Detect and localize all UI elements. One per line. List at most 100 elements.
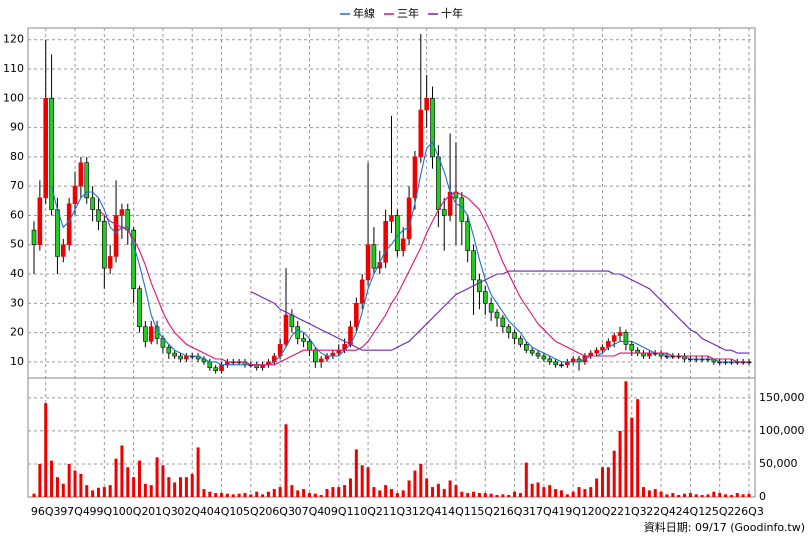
candle-body: [143, 326, 148, 342]
volume-bar: [735, 493, 739, 497]
volume-bar: [266, 491, 270, 497]
volume-bar: [325, 489, 329, 497]
volume-bar: [155, 457, 159, 497]
x-tick-label: 17Q4: [529, 505, 559, 518]
candle-body: [477, 279, 482, 292]
candle-body: [594, 349, 599, 354]
volume-bar: [712, 491, 716, 497]
candle-body: [471, 250, 476, 281]
volume-bar: [489, 493, 493, 497]
candle-body: [283, 314, 289, 345]
x-tick-label: 25Q2: [705, 505, 735, 518]
y-tick-label: 80: [10, 150, 24, 163]
candle-body: [72, 185, 78, 205]
volume-bar: [249, 494, 253, 497]
candle-body: [359, 279, 365, 304]
candle-body: [354, 303, 359, 328]
volume-bar: [665, 494, 669, 497]
candle-body: [418, 109, 424, 158]
x-tick-label: 11Q3: [383, 505, 413, 518]
candle-body: [488, 303, 494, 313]
volume-bar: [360, 465, 364, 497]
candle-body: [107, 256, 113, 269]
candle-body: [137, 288, 142, 328]
volume-bar: [214, 493, 218, 497]
candle-body: [213, 367, 218, 371]
volume-bar: [677, 495, 681, 497]
candle-body: [553, 361, 558, 366]
volume-bar: [565, 494, 569, 497]
volume-bar: [91, 490, 95, 497]
volume-bar: [571, 491, 575, 497]
volume-bar: [472, 491, 476, 497]
x-tick-label: 02Q4: [177, 505, 207, 518]
x-tick-label: 14Q1: [441, 505, 471, 518]
candle-body: [148, 326, 154, 342]
candle-body: [383, 221, 388, 263]
volume-bar: [612, 450, 616, 497]
x-tick-label: 26Q3: [734, 505, 764, 518]
volume-bar: [231, 494, 235, 497]
volume-bar: [261, 494, 265, 497]
footnote: 資料日期: 09/17 (Goodinfo.tw): [644, 520, 805, 534]
volume-bar: [530, 483, 534, 497]
plot-frame: [27, 27, 756, 498]
volume-bar: [395, 493, 399, 497]
candle-body: [523, 344, 529, 351]
volume-bar: [390, 489, 393, 497]
x-tick-label: 05Q2: [236, 505, 266, 518]
volume-bar: [108, 485, 112, 497]
volume-bar: [38, 463, 42, 497]
volume-bar: [700, 495, 704, 497]
x-tick-label: 24Q1: [676, 505, 706, 518]
candle-body: [301, 338, 306, 342]
volume-bar: [495, 495, 499, 497]
candle-body: [31, 229, 37, 246]
volume-bar: [348, 478, 352, 497]
volume-bar: [507, 495, 511, 497]
candle-body: [430, 97, 435, 158]
candle-body: [395, 215, 400, 251]
x-tick-label: 20Q2: [588, 505, 618, 518]
volume-bar: [307, 493, 311, 497]
volume-bar: [683, 493, 687, 497]
volume-bar: [431, 487, 435, 497]
volume-bar: [518, 493, 522, 497]
y-tick-label: 30: [10, 296, 24, 309]
volume-bar: [313, 493, 317, 497]
x-tick-label: 96Q3: [31, 505, 61, 518]
volume-bar: [331, 487, 335, 497]
volume-bar: [419, 463, 423, 497]
candle-body: [424, 97, 429, 111]
candle-body: [365, 244, 371, 281]
candle-body: [629, 344, 635, 351]
x-tick-label: 21Q3: [617, 505, 647, 518]
volume-bar: [196, 447, 200, 497]
volume-bar: [73, 470, 77, 497]
volume-bar: [190, 473, 194, 497]
legend-label: 十年: [441, 6, 463, 20]
y-tick-label: 120: [3, 33, 24, 46]
volume-bar: [401, 490, 405, 497]
volume-bar: [595, 478, 599, 497]
candle-body: [535, 352, 541, 357]
y-tick-label: 110: [3, 62, 24, 75]
volume-bar: [688, 493, 692, 497]
volume-bar: [378, 490, 382, 497]
volume-bar: [337, 487, 341, 497]
volume-bar: [513, 491, 517, 497]
candle-body: [37, 197, 43, 246]
volume-bar: [278, 487, 282, 497]
candle-body: [295, 326, 301, 339]
x-tick-label: 10Q2: [353, 505, 383, 518]
volume-bar: [583, 489, 587, 497]
volume-bar: [372, 487, 376, 497]
volume-bar: [184, 477, 188, 497]
volume-bar: [671, 493, 675, 497]
volume-bar: [384, 485, 388, 497]
volume-bar: [454, 485, 458, 497]
candle-body: [611, 335, 617, 342]
candle-body: [436, 156, 441, 210]
volume-bar: [413, 470, 417, 497]
